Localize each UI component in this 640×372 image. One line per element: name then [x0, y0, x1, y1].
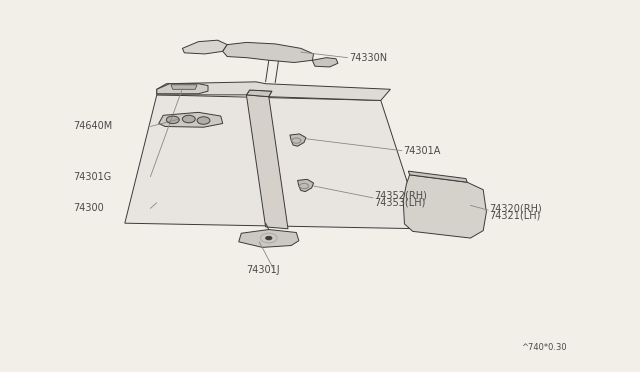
Text: 74352(RH): 74352(RH) [374, 190, 428, 200]
Text: 74353(LH): 74353(LH) [374, 198, 426, 208]
Polygon shape [239, 230, 299, 247]
Polygon shape [246, 95, 288, 229]
Polygon shape [298, 179, 314, 192]
Polygon shape [125, 95, 422, 229]
Text: 74301J: 74301J [246, 265, 280, 275]
Polygon shape [408, 171, 467, 182]
Polygon shape [403, 175, 486, 238]
Polygon shape [157, 84, 208, 94]
Polygon shape [312, 58, 338, 67]
Circle shape [166, 116, 179, 124]
Polygon shape [157, 82, 390, 100]
Text: 74301A: 74301A [403, 146, 440, 155]
Polygon shape [290, 134, 306, 146]
Text: ^740*0.30: ^740*0.30 [522, 343, 567, 352]
Polygon shape [159, 112, 223, 127]
Polygon shape [246, 90, 272, 97]
Text: 74330N: 74330N [349, 53, 387, 62]
Polygon shape [182, 40, 227, 54]
Text: 74320(RH): 74320(RH) [490, 203, 542, 213]
Polygon shape [223, 42, 314, 62]
Polygon shape [171, 85, 197, 89]
Circle shape [197, 117, 210, 124]
Circle shape [182, 115, 195, 123]
Text: 74300: 74300 [74, 203, 104, 213]
Text: 74301G: 74301G [74, 172, 112, 182]
Text: 74321(LH): 74321(LH) [490, 211, 541, 221]
Text: 74640M: 74640M [74, 122, 113, 131]
Circle shape [266, 236, 272, 240]
